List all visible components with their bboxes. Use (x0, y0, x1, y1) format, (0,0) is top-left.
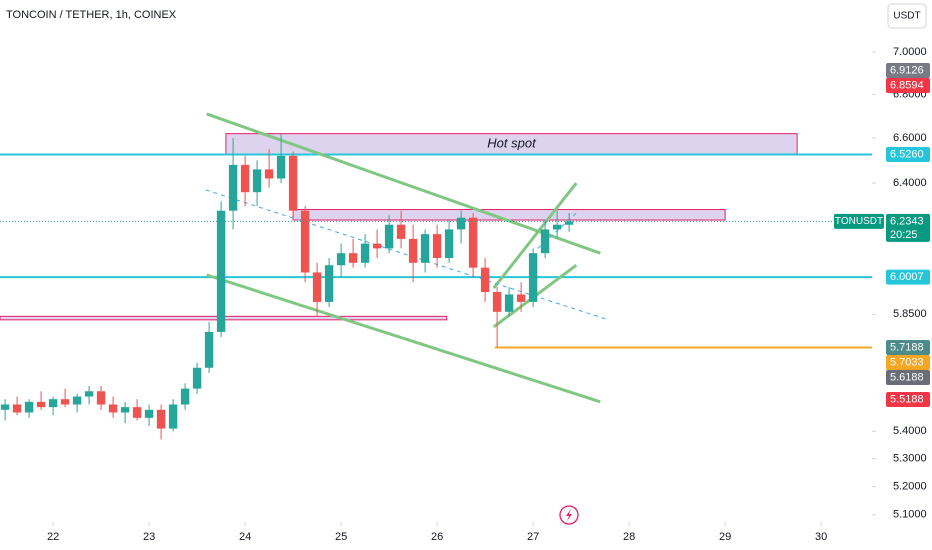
x-tick-label: 26 (431, 531, 443, 543)
candle-body (120, 407, 130, 413)
symbol-label: TONUSDT (835, 216, 883, 227)
trendline (206, 112, 601, 255)
countdown: 20:25 (890, 229, 918, 241)
candle-body (336, 253, 346, 266)
candle-body (24, 401, 34, 413)
price-label: 6.8594 (890, 79, 924, 91)
candle-body (48, 399, 58, 408)
price-label-box (886, 354, 930, 370)
candle-body (276, 155, 286, 179)
y-tick-label: 5.3000 (893, 453, 927, 465)
candle-body (564, 221, 574, 225)
candle-body (180, 388, 190, 405)
x-tick-label: 28 (623, 531, 635, 543)
candle-body (132, 407, 142, 418)
events-bolt (566, 509, 572, 521)
price-label-box (886, 369, 930, 385)
candle-body (528, 253, 538, 302)
y-tick-label: 6.4000 (893, 177, 927, 189)
price-label-box (886, 269, 930, 285)
trendline (206, 273, 601, 404)
candle-body (0, 404, 10, 410)
candle-body (156, 409, 166, 429)
candle-body (300, 210, 310, 273)
candle-body (312, 272, 322, 302)
price-label: 6.2343 (890, 215, 924, 227)
x-tick-label: 30 (815, 531, 827, 543)
chart-title: TONCOIN / TETHER, 1h, COINEX (6, 9, 177, 21)
currency-label[interactable]: USDT (893, 11, 920, 22)
candle-body (504, 294, 514, 312)
price-label-box (886, 391, 930, 407)
candle-body (72, 396, 82, 405)
x-tick-label: 29 (719, 531, 731, 543)
zone (292, 209, 726, 221)
x-tick-label: 24 (239, 531, 251, 543)
candle-body (108, 404, 118, 413)
price-label-box (886, 213, 930, 242)
price-label: 6.9126 (890, 64, 924, 76)
price-label: 6.0007 (890, 271, 924, 283)
candle-body (204, 331, 214, 368)
candle-body (288, 155, 298, 211)
price-label-box (886, 77, 930, 93)
candle-body (444, 229, 454, 258)
candle-body (36, 401, 46, 408)
y-tick-label: 5.2000 (893, 480, 927, 492)
candle-body (384, 224, 394, 249)
candle-body (492, 292, 502, 312)
x-tick-label: 27 (527, 531, 539, 543)
y-tick-label: 5.1000 (893, 509, 927, 521)
candle-body (12, 404, 22, 413)
price-axis: 5.1000 5.2000 5.3000 5.4000 5.8500 6.4000 6.60… (834, 46, 930, 521)
zone-label: Hot spot (487, 136, 537, 151)
candle-body (420, 234, 430, 263)
x-tick-label: 22 (47, 531, 59, 543)
symbol-box (834, 213, 884, 229)
candle-body (228, 164, 238, 211)
candle-body (84, 391, 94, 397)
candle-body (144, 409, 154, 418)
candle-body (372, 243, 382, 249)
candle-body (432, 234, 442, 258)
candle-body (480, 267, 490, 293)
price-label-box (886, 339, 930, 355)
price-label: 5.7188 (890, 341, 924, 353)
price-label-box (886, 147, 930, 163)
currency-button[interactable] (887, 3, 927, 29)
price-label: 5.5188 (890, 393, 924, 405)
y-tick-label: 5.8500 (893, 308, 927, 320)
candle-body (552, 224, 562, 230)
candle-body (396, 224, 406, 239)
candle-body (324, 265, 334, 302)
candle-body (240, 164, 250, 193)
plot-area: Hot spot (0, 112, 872, 440)
x-tick-label: 25 (335, 531, 347, 543)
candle-body (60, 399, 70, 405)
price-label-box (886, 62, 930, 78)
candle-body (360, 243, 370, 263)
candle-body (408, 238, 418, 263)
candle-body (264, 169, 274, 179)
y-tick-label: 6.6000 (893, 132, 927, 144)
candle-body (540, 229, 550, 254)
y-tick-label: 7.0000 (893, 46, 927, 58)
candle-body (252, 169, 262, 193)
candle-body (348, 253, 358, 263)
candle-body (456, 217, 466, 230)
candle-body (468, 217, 478, 268)
price-label: 5.6188 (890, 371, 924, 383)
y-tick-label: 5.4000 (893, 425, 927, 437)
candle-body (192, 367, 202, 389)
price-label: 6.5260 (890, 148, 924, 160)
trendline (492, 182, 578, 290)
candle-body (96, 391, 106, 405)
price-label: 5.7033 (890, 356, 924, 368)
trendline (205, 189, 608, 320)
candle-body (516, 294, 526, 302)
candle-body (168, 404, 178, 429)
x-tick-label: 23 (143, 531, 155, 543)
candle-body (216, 210, 226, 332)
